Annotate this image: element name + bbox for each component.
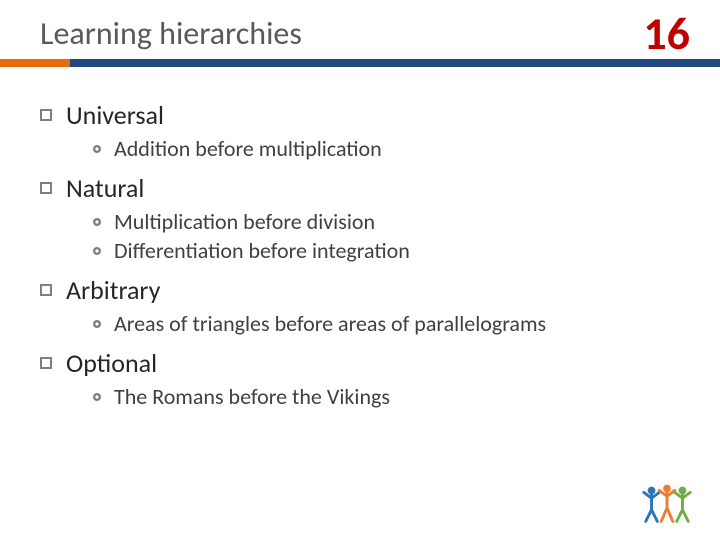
slide-header: Learning hierarchies 16 (0, 0, 720, 59)
bullet-l2: Addition before multiplication (90, 135, 680, 162)
slide: { "header": { "title": "Learning hierarc… (0, 0, 720, 540)
bullet-l1-label: Arbitrary (66, 274, 160, 306)
bullet-l1-label: Natural (66, 172, 144, 204)
bullet-l1: Natural (40, 172, 680, 204)
bullet-l2-label: Areas of triangles before areas of paral… (114, 310, 546, 337)
bullet-l2-label: The Romans before the Vikings (114, 383, 390, 410)
bullet-l2: Multiplication before division (90, 208, 680, 235)
dot-bullet-icon (90, 244, 104, 258)
bullet-l1: Arbitrary (40, 274, 680, 306)
figure-2 (659, 485, 674, 522)
bullet-l2: Areas of triangles before areas of paral… (90, 310, 680, 337)
bullet-l2-label: Differentiation before integration (114, 237, 410, 264)
bullet-l1-label: Optional (66, 347, 157, 379)
bullet-l2-label: Multiplication before division (114, 208, 375, 235)
bullet-l2: Differentiation before integration (90, 237, 680, 264)
square-bullet-icon (40, 109, 52, 121)
page-number: 16 (643, 6, 690, 62)
figure-1 (644, 487, 659, 522)
bullet-l1-label: Universal (66, 99, 164, 131)
dot-bullet-icon (90, 215, 104, 229)
bullet-l1: Universal (40, 99, 680, 131)
dot-bullet-icon (90, 317, 104, 331)
accent-bar (0, 59, 720, 67)
bullet-l2: The Romans before the Vikings (90, 383, 680, 410)
dot-bullet-icon (90, 390, 104, 404)
dot-bullet-icon (90, 142, 104, 156)
square-bullet-icon (40, 357, 52, 369)
bullet-l1: Optional (40, 347, 680, 379)
accent-bar-left (0, 59, 70, 67)
square-bullet-icon (40, 182, 52, 194)
figure-3 (675, 487, 690, 522)
slide-title: Learning hierarchies (40, 14, 680, 53)
accent-bar-right (70, 59, 720, 67)
people-logo-icon (638, 482, 696, 526)
content-area: Universal Addition before multiplication… (0, 67, 720, 410)
square-bullet-icon (40, 284, 52, 296)
bullet-l2-label: Addition before multiplication (114, 135, 382, 162)
